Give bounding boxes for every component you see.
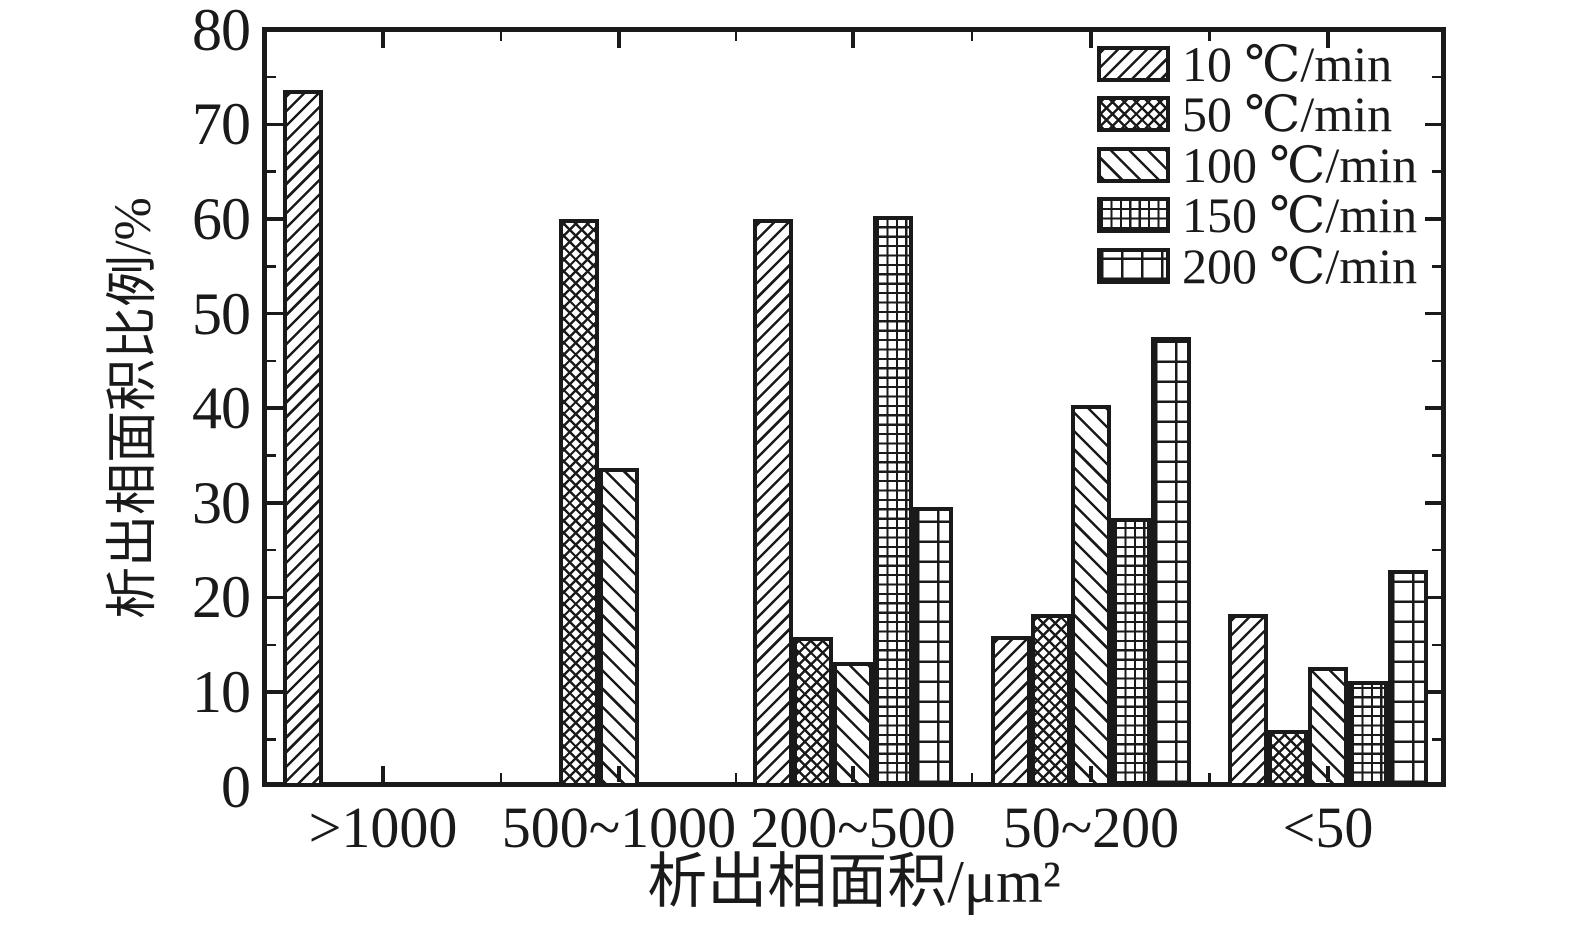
x-tick-label: 200~500: [750, 795, 956, 860]
x-axis-tick-bottom: [499, 773, 503, 782]
x-axis-tick-top: [851, 32, 855, 48]
x-axis-tick-bottom: [1208, 773, 1211, 782]
y-axis-tick-right: [1432, 359, 1441, 363]
x-axis-tick-bottom: [851, 766, 855, 782]
y-axis-tick-left: [267, 265, 276, 268]
y-axis-tick-left: [267, 170, 276, 173]
legend-label: 200 ℃/min: [1182, 237, 1418, 294]
y-axis-tick-right: [1432, 75, 1441, 79]
bar: [873, 216, 913, 787]
y-axis-tick-left: [267, 217, 283, 221]
legend-swatch-grid-fine-icon: [1097, 197, 1170, 234]
bar: [1388, 570, 1428, 787]
y-axis-tick-right: [1432, 738, 1441, 741]
y-axis-tick-left: [267, 122, 283, 127]
y-tick-label: 40: [192, 375, 251, 442]
y-axis-tick-right: [1425, 501, 1441, 505]
bar: [1151, 337, 1191, 787]
x-axis-tick-top: [1089, 32, 1093, 48]
x-axis-tick-bottom: [734, 773, 738, 782]
x-axis-tick-top: [617, 32, 621, 48]
x-axis-tick-bottom: [1089, 766, 1093, 782]
bar: [283, 90, 323, 787]
bar: [991, 636, 1031, 787]
x-axis-tick-top: [1208, 32, 1211, 41]
y-tick-label: 30: [192, 469, 251, 536]
legend-swatch-diagonal-forward-icon: [1097, 46, 1170, 82]
y-tick-label: 10: [192, 659, 251, 726]
y-tick-label: 0: [221, 753, 251, 820]
x-axis-title: 析出相面积/μm²: [647, 849, 1061, 915]
y-tick-label: 70: [192, 91, 251, 158]
bar: [793, 637, 833, 787]
y-axis-tick-left: [267, 595, 283, 600]
y-axis-tick-left: [267, 643, 276, 646]
legend-swatch-diagonal-back-icon: [1097, 146, 1170, 183]
bar: [1228, 614, 1268, 787]
y-axis-tick-right: [1432, 643, 1441, 646]
y-tick-label: 80: [192, 0, 251, 63]
y-tick-label: 60: [192, 185, 251, 252]
x-tick-label: <50: [1282, 795, 1374, 860]
y-axis-tick-left: [267, 311, 283, 316]
x-axis-tick-bottom: [1326, 766, 1330, 782]
legend-swatch-crosshatch-icon: [1097, 96, 1170, 133]
legend-label: 10 ℃/min: [1182, 36, 1393, 92]
x-axis-tick-top: [970, 32, 974, 41]
y-axis-tick-right: [1425, 595, 1441, 600]
y-axis-tick-right: [1432, 265, 1441, 268]
y-axis-tick-right: [1425, 122, 1441, 127]
y-axis-tick-right: [1432, 454, 1441, 457]
x-tick-label: 50~200: [1002, 795, 1180, 860]
y-axis-tick-left: [267, 406, 283, 410]
bar: [599, 467, 639, 787]
y-tick-label: 50: [192, 280, 251, 347]
bar: [1268, 729, 1308, 787]
bar: [913, 506, 953, 787]
x-axis-tick-bottom: [617, 766, 621, 782]
y-tick-label: 20: [192, 564, 251, 631]
x-axis-tick-bottom: [970, 773, 974, 782]
x-tick-label: >1000: [308, 795, 458, 860]
y-axis-tick-right: [1425, 690, 1441, 694]
bar: [1071, 405, 1111, 787]
y-axis-tick-left: [267, 738, 276, 741]
x-axis-tick-top: [1326, 32, 1330, 48]
x-axis-tick-top: [734, 32, 738, 41]
y-axis-title: 析出相面积比例/%: [105, 197, 162, 619]
bar: [1111, 517, 1151, 787]
y-axis-tick-left: [267, 548, 276, 552]
y-axis-tick-left: [267, 359, 276, 363]
y-axis-tick-right: [1432, 170, 1441, 173]
legend-swatch-grid-coarse-icon: [1097, 247, 1170, 284]
bar: [559, 218, 599, 787]
x-axis-tick-top: [499, 32, 503, 41]
y-axis-tick-right: [1425, 406, 1441, 410]
y-axis-tick-right: [1425, 217, 1441, 221]
y-axis-tick-left: [267, 454, 276, 457]
bar: [1348, 680, 1388, 787]
legend-label: 100 ℃/min: [1182, 136, 1418, 193]
y-axis-tick-right: [1425, 311, 1441, 316]
x-tick-label: 500~1000: [501, 795, 737, 860]
legend-label: 50 ℃/min: [1182, 86, 1393, 143]
bar: [1031, 614, 1071, 787]
bar: [753, 218, 793, 787]
y-axis-tick-left: [267, 690, 283, 694]
y-axis-tick-right: [1432, 548, 1441, 552]
y-axis-tick-left: [267, 75, 276, 79]
x-axis-tick-bottom: [381, 766, 385, 782]
legend-label: 150 ℃/min: [1182, 187, 1418, 244]
x-axis-tick-top: [381, 32, 385, 48]
y-axis-tick-left: [267, 501, 283, 505]
